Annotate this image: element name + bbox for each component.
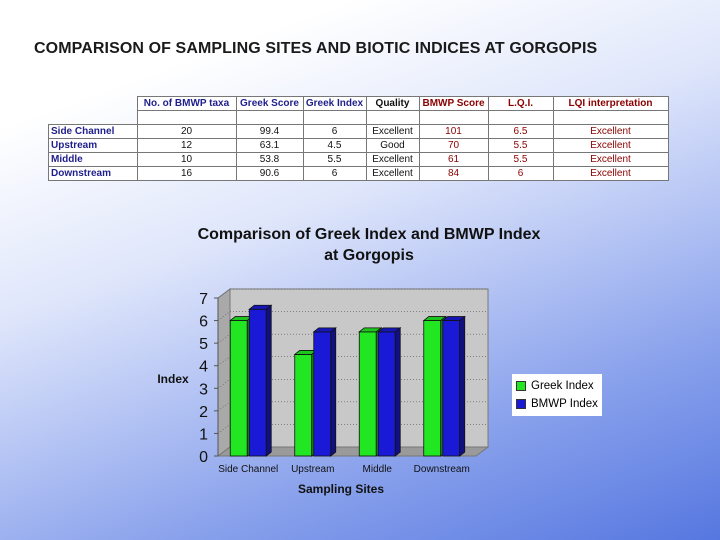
bar-bmwp-index [313, 331, 332, 457]
table-row: Upstream 12 63.1 4.5 Good 70 5.5 Excelle… [48, 138, 669, 153]
header-bmwp-score: BMWP Score [418, 96, 489, 111]
y-tick-label: 4 [199, 359, 208, 376]
legend-item-greek-index: Greek Index [516, 377, 598, 395]
bar-bmwp-index [442, 320, 461, 457]
header-lqi-interpretation: LQI interpretation [552, 96, 669, 111]
gridline [217, 311, 488, 321]
table-header-row: No. of BMWP taxa Greek Score Greek Index… [49, 96, 669, 111]
chart-legend: Greek Index BMWP Index [512, 374, 602, 416]
cell-lqi-interpretation: Excellent [552, 166, 669, 181]
y-tick-label: 2 [199, 404, 208, 421]
cell-quality: Excellent [365, 152, 420, 167]
table-spacer-row [49, 110, 669, 125]
y-tick-label: 6 [199, 314, 208, 331]
x-tick-label: Upstream [291, 464, 334, 475]
cell-bmwp-score: 84 [418, 166, 489, 181]
y-tick-label: 0 [199, 449, 208, 466]
row-label: Middle [48, 152, 138, 167]
cell-bmwp-score: 61 [418, 152, 489, 167]
data-table: No. of BMWP taxa Greek Score Greek Index… [48, 96, 669, 181]
chart-title: Comparison of Greek Index and BMWP Index… [160, 224, 578, 266]
table-row: Downstream 16 90.6 6 Excellent 84 6 Exce… [48, 166, 669, 181]
bar-bmwp-index [377, 331, 396, 457]
slide-title: COMPARISON OF SAMPLING SITES AND BIOTIC … [34, 40, 598, 57]
cell-greek-score: 90.6 [235, 166, 304, 181]
cell-lqi: 5.5 [487, 152, 554, 167]
legend-item-bmwp-index: BMWP Index [516, 395, 598, 413]
y-axis-title: Index [157, 372, 189, 386]
legend-swatch-greek-index [516, 381, 526, 391]
bar-greek-index [229, 320, 248, 457]
table-row: Middle 10 53.8 5.5 Excellent 61 5.5 Exce… [48, 152, 669, 167]
cell-lqi-interpretation: Excellent [552, 152, 669, 167]
cell-greek-index: 6 [302, 166, 367, 181]
cell-greek-score: 63.1 [235, 138, 304, 153]
cell-bmwp-score: 101 [418, 124, 489, 139]
table-row: Side Channel 20 99.4 6 Excellent 101 6.5… [48, 124, 669, 139]
y-tick-label: 3 [199, 381, 208, 398]
cell-taxa: 16 [136, 166, 237, 181]
gridline [217, 288, 488, 299]
bar-side-bmwp-index [265, 304, 272, 457]
cell-lqi-interpretation: Excellent [552, 124, 669, 139]
x-tick-label: Middle [363, 464, 393, 475]
bar-side-bmwp-index [330, 327, 337, 457]
cell-greek-index: 5.5 [302, 152, 367, 167]
header-greek-score: Greek Score [235, 96, 304, 111]
legend-label-bmwp-index: BMWP Index [531, 398, 598, 410]
cell-lqi-interpretation: Excellent [552, 138, 669, 153]
bar-side-bmwp-index [459, 315, 466, 457]
chart-title-line-2: at Gorgopis [324, 247, 414, 264]
row-label: Downstream [48, 166, 138, 181]
cell-lqi: 6 [487, 166, 554, 181]
plot-side-wall [217, 288, 231, 457]
x-tick-label: Side Channel [218, 464, 278, 475]
header-bmwp-taxa: No. of BMWP taxa [136, 96, 237, 111]
y-tick-label: 7 [199, 291, 208, 308]
row-label: Side Channel [48, 124, 138, 139]
legend-swatch-bmwp-index [516, 399, 526, 409]
cell-quality: Excellent [365, 166, 420, 181]
bar-bmwp-index [248, 308, 267, 457]
bar-greek-index [423, 320, 442, 457]
chart-title-line-1: Comparison of Greek Index and BMWP Index [197, 226, 541, 243]
bar-greek-index [294, 354, 313, 457]
bar-greek-index [358, 331, 377, 457]
y-tick-label: 1 [199, 426, 208, 443]
cell-lqi: 6.5 [487, 124, 554, 139]
cell-taxa: 12 [136, 138, 237, 153]
cell-taxa: 10 [136, 152, 237, 167]
x-axis-title: Sampling Sites [298, 482, 384, 496]
x-tick-label: Downstream [414, 464, 470, 475]
bar-side-bmwp-index [394, 327, 401, 457]
header-quality: Quality [365, 96, 420, 111]
y-tick-label: 5 [199, 336, 208, 353]
legend-label-greek-index: Greek Index [531, 380, 594, 392]
